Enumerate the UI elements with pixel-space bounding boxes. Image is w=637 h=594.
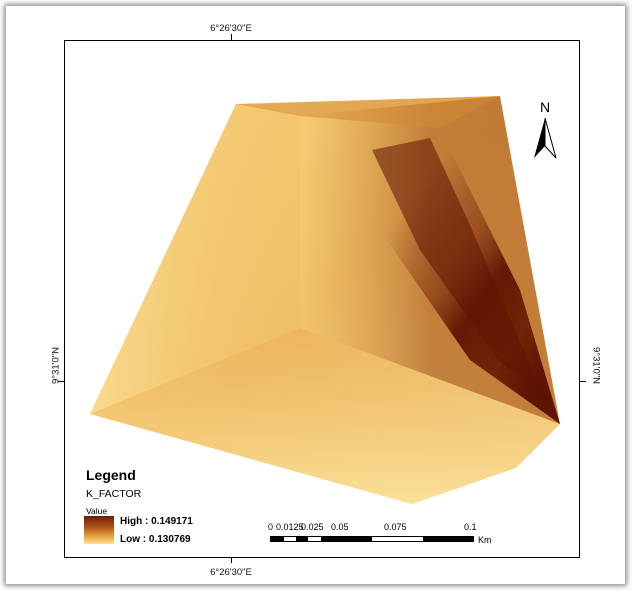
legend-low-label: Low : 0.130769 — [120, 534, 191, 545]
longitude-label-bottom: 6°26'30"E — [210, 567, 252, 578]
scale-label-0.05: 0.05 — [331, 522, 349, 532]
legend-value-heading: Value — [86, 506, 108, 516]
north-arrow-icon: N — [534, 99, 557, 159]
graticule-tick-left — [58, 381, 64, 382]
legend-high-label: High : 0.149171 — [120, 516, 193, 527]
scale-label-0: 0 — [268, 522, 274, 532]
graticule-tick-top — [231, 34, 232, 40]
graticule-tick-right — [580, 381, 586, 382]
scale-label-0.025: 0.025 — [301, 522, 324, 532]
scale-label-0.075: 0.075 — [384, 522, 407, 532]
graticule-tick-bottom — [231, 557, 232, 563]
scale-bar — [270, 536, 474, 542]
longitude-label-top: 6°26'30"E — [210, 23, 252, 34]
legend-color-ramp — [84, 516, 114, 544]
north-label: N — [540, 99, 550, 115]
scale-unit: Km — [478, 535, 492, 545]
legend-title: Legend — [86, 467, 136, 483]
legend-layer-name: K_FACTOR — [86, 488, 142, 500]
scale-label-0.1: 0.1 — [464, 522, 477, 532]
scale-label-0.0125: 0.0125 — [276, 522, 304, 532]
